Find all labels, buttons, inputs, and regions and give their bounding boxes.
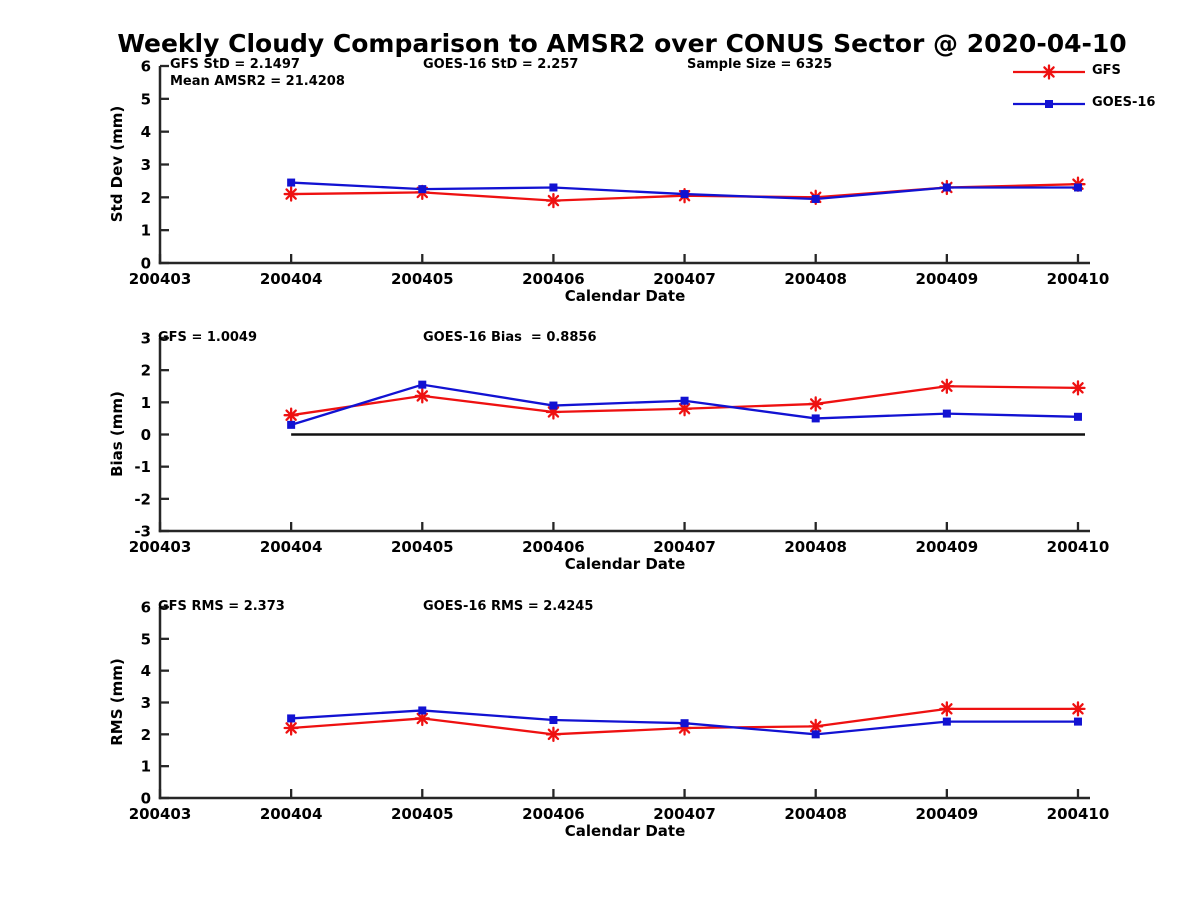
marker-star: [414, 388, 430, 404]
marker-square: [418, 185, 427, 194]
chart-title: Weekly Cloudy Comparison to AMSR2 over C…: [117, 29, 1127, 58]
x-tick-label: 200403: [129, 805, 192, 823]
x-tick-label: 200410: [1047, 805, 1110, 823]
y-tick-label: 6: [141, 58, 151, 76]
x-tick-label: 200406: [522, 538, 585, 556]
y-tick-label: 0: [141, 426, 151, 444]
marker-square: [680, 396, 689, 405]
x-tick-label: 200407: [653, 805, 716, 823]
stat-gfs-std: GFS StD = 2.1497: [170, 57, 300, 72]
stat-goes-bias: GOES-16 Bias = 0.8856: [423, 330, 597, 345]
marker-star: [939, 378, 955, 394]
marker-star: [545, 192, 562, 209]
marker-square: [811, 730, 820, 739]
marker-square: [418, 706, 427, 715]
marker-star: [545, 726, 562, 742]
y-axis-label-rms: RMS (mm): [108, 658, 126, 746]
stat-mean-amsr2: Mean AMSR2 = 21.4208: [170, 74, 345, 89]
x-tick-label: 200409: [916, 538, 979, 556]
y-tick-label: 1: [141, 222, 151, 240]
x-tick-label: 200405: [391, 270, 454, 288]
marker-star: [1070, 701, 1086, 717]
marker-square: [1073, 717, 1082, 726]
y-tick-label: 0: [141, 790, 151, 808]
y-tick-label: 1: [141, 394, 151, 412]
x-tick-label: 200404: [260, 538, 323, 556]
x-tick-label: 200403: [129, 538, 192, 556]
marker-star: [283, 720, 299, 736]
marker-square: [549, 183, 558, 192]
x-tick-label: 200407: [653, 270, 716, 288]
x-tick-label: 200406: [522, 270, 585, 288]
marker-star: [283, 407, 299, 423]
x-axis-label-calendar-date: Calendar Date: [564, 555, 686, 573]
x-axis-label-calendar-date: Calendar Date: [564, 822, 686, 840]
x-axis-label-calendar-date: Calendar Date: [564, 287, 686, 305]
y-tick-label: 6: [141, 599, 151, 617]
x-tick-label: 200408: [784, 805, 847, 823]
x-tick-label: 200410: [1047, 538, 1110, 556]
stat-gfs-rms: GFS RMS = 2.373: [158, 599, 285, 614]
legend-label-gfs: GFS: [1092, 63, 1121, 78]
y-tick-label: 2: [141, 726, 151, 744]
marker-square: [1073, 183, 1082, 192]
x-tick-label: 200408: [784, 538, 847, 556]
x-tick-label: 200405: [391, 805, 454, 823]
marker-square: [1045, 100, 1053, 108]
marker-square: [680, 719, 689, 728]
y-axis-label-bias: Bias (mm): [108, 391, 126, 477]
marker-square: [287, 714, 296, 723]
stat-goes-rms: GOES-16 RMS = 2.4245: [423, 599, 594, 614]
y-tick-label: 5: [141, 630, 151, 648]
marker-star: [939, 701, 955, 717]
marker-star: [283, 186, 299, 202]
marker-square: [287, 420, 296, 429]
y-tick-label: 1: [141, 758, 151, 776]
stat-sample-size: Sample Size = 6325: [687, 57, 833, 72]
x-tick-label: 200403: [129, 270, 192, 288]
y-tick-label: 0: [141, 255, 151, 273]
x-tick-label: 200407: [653, 538, 716, 556]
x-tick-label: 200404: [260, 805, 323, 823]
y-tick-label: -2: [134, 490, 151, 508]
x-tick-label: 200409: [916, 270, 979, 288]
y-tick-label: 4: [141, 123, 151, 141]
marker-square: [287, 178, 296, 187]
marker-square: [942, 409, 951, 418]
marker-square: [418, 380, 427, 389]
y-tick-label: 2: [141, 362, 151, 380]
x-tick-label: 200405: [391, 538, 454, 556]
marker-square: [811, 414, 820, 423]
marker-star: [1070, 380, 1086, 396]
y-tick-label: 3: [141, 694, 151, 712]
marker-square: [680, 190, 689, 199]
stat-gfs-bias: GFS = 1.0049: [158, 330, 258, 345]
x-tick-label: 200404: [260, 270, 323, 288]
x-tick-label: 200408: [784, 270, 847, 288]
y-tick-label: -1: [134, 458, 151, 476]
stat-goes-std: GOES-16 StD = 2.257: [423, 57, 579, 72]
marker-square: [811, 194, 820, 203]
marker-square: [942, 183, 951, 192]
marker-square: [549, 401, 558, 410]
marker-star: [1041, 64, 1057, 80]
y-tick-label: 5: [141, 90, 151, 108]
marker-square: [1073, 412, 1082, 421]
legend-label-goes-16: GOES-16: [1092, 95, 1156, 110]
x-tick-label: 200406: [522, 805, 585, 823]
x-tick-label: 200409: [916, 805, 979, 823]
y-tick-label: 4: [141, 662, 151, 680]
y-tick-label: 3: [141, 156, 151, 174]
y-axis-label-std-dev: Std Dev (mm): [108, 105, 126, 223]
marker-square: [942, 717, 951, 726]
marker-star: [676, 401, 693, 417]
y-tick-label: 2: [141, 189, 151, 207]
y-tick-label: -3: [134, 523, 151, 541]
marker-star: [808, 396, 824, 412]
y-tick-label: 3: [141, 330, 151, 348]
x-tick-label: 200410: [1047, 270, 1110, 288]
marker-square: [549, 716, 558, 725]
